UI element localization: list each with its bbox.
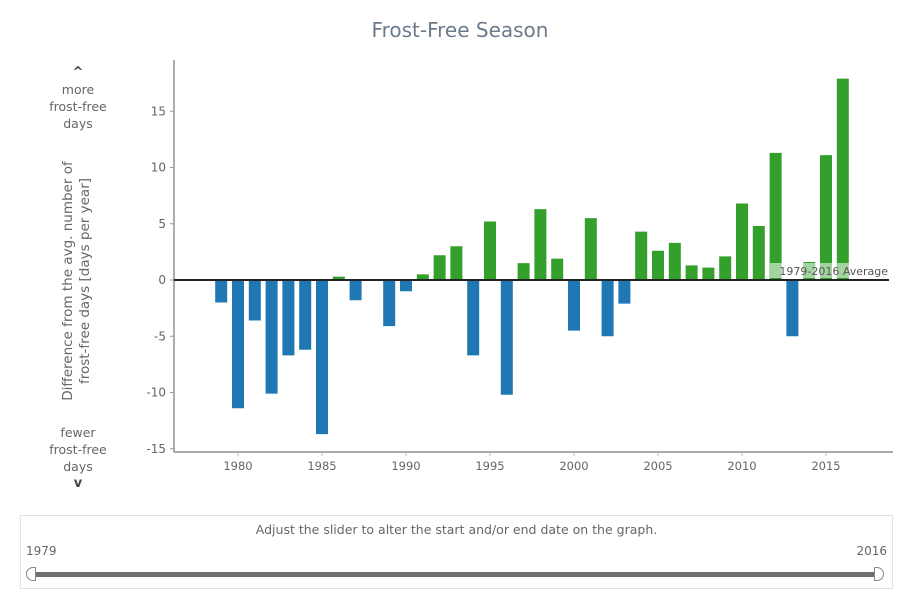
slider-end-handle[interactable] [874,567,884,581]
y-tick-label: 0 [158,273,166,287]
average-label-background [770,263,890,278]
y-tick-label: -10 [146,386,166,400]
bar-1997[interactable] [517,263,530,280]
bar-2007[interactable] [685,265,698,280]
bar-2008[interactable] [702,267,715,280]
x-tick-label: 1990 [391,459,420,473]
average-label-group: 1979-2016 Average [770,263,890,278]
y-axis: -15 -10 -5 0 5 10 15 [146,60,175,456]
bar-1983[interactable] [282,280,295,356]
bar-2004[interactable] [635,231,648,280]
average-label: 1979-2016 Average [779,265,888,278]
slider-caption: Adjust the slider to alter the start and… [255,522,658,537]
y-tick-label: 10 [151,161,166,175]
bar-1998[interactable] [534,209,547,280]
bar-2003[interactable] [618,280,631,304]
note-line: fewer [60,425,96,440]
fewer-frost-free-note: fewer frost-free days v [38,424,118,492]
bar-2009[interactable] [719,256,732,280]
bar-2000[interactable] [568,280,580,331]
bar-2011[interactable] [752,226,765,280]
bar-2005[interactable] [652,250,664,280]
slider-start-handle[interactable] [26,567,36,581]
more-frost-free-note: ^ more frost-free days [38,64,118,132]
x-tick-label: 2010 [727,459,756,473]
bar-2001[interactable] [584,218,597,280]
bar-2006[interactable] [668,242,681,280]
note-line: frost-free [49,442,107,457]
x-tick-label: 2015 [811,459,840,473]
bar-1986[interactable] [332,276,345,280]
bar-2016[interactable] [836,78,849,280]
x-tick-label: 1985 [307,459,336,473]
bar-1982[interactable] [265,280,278,394]
x-axis: 1980 1985 1990 1995 2000 2005 2010 2015 [174,451,893,473]
bar-1992[interactable] [433,255,446,280]
bar-1995[interactable] [484,221,496,281]
y-tick-label: 5 [158,217,166,231]
slider-track[interactable] [33,572,878,577]
bar-1980[interactable] [232,280,244,409]
x-tick-label: 2000 [559,459,588,473]
bar-2012[interactable] [769,152,782,280]
note-line: days [63,116,93,131]
slider-start-value: 1979 [26,544,57,558]
bar-1985[interactable] [316,280,328,435]
note-line: more [61,82,95,97]
bar-2013[interactable] [786,280,799,337]
bar-1989[interactable] [383,280,396,327]
bars-group [215,78,849,435]
up-arrow-icon: ^ [72,65,84,80]
x-tick-label: 1980 [223,459,252,473]
y-tick-label: -15 [146,442,166,456]
bar-1990[interactable] [400,280,412,292]
y-tick-label: 15 [151,104,166,118]
chart-title: Frost-Free Season [371,18,549,42]
date-range-slider-panel: Adjust the slider to alter the start and… [20,515,893,589]
x-tick-label: 2005 [643,459,672,473]
bar-1984[interactable] [299,280,312,350]
note-line: days [63,459,93,474]
bar-1991[interactable] [416,274,429,280]
bar-1987[interactable] [349,280,362,301]
down-arrow-icon: v [73,476,83,491]
bar-1994[interactable] [467,280,480,356]
y-tick-label: -5 [154,329,166,343]
bar-2010[interactable] [736,203,748,281]
bar-2015[interactable] [820,155,832,280]
bar-1996[interactable] [500,280,513,395]
bar-1979[interactable] [215,280,228,303]
bar-1999[interactable] [551,258,564,280]
bar-1981[interactable] [248,280,261,321]
bar-chart: -15 -10 -5 0 5 10 15 1980 1985 1990 1995 2000 2005 2… [146,60,893,473]
bar-1993[interactable] [450,246,463,280]
bar-2002[interactable] [601,280,614,337]
x-tick-label: 1995 [475,459,504,473]
slider-end-value: 2016 [856,544,887,558]
note-line: frost-free [49,99,107,114]
